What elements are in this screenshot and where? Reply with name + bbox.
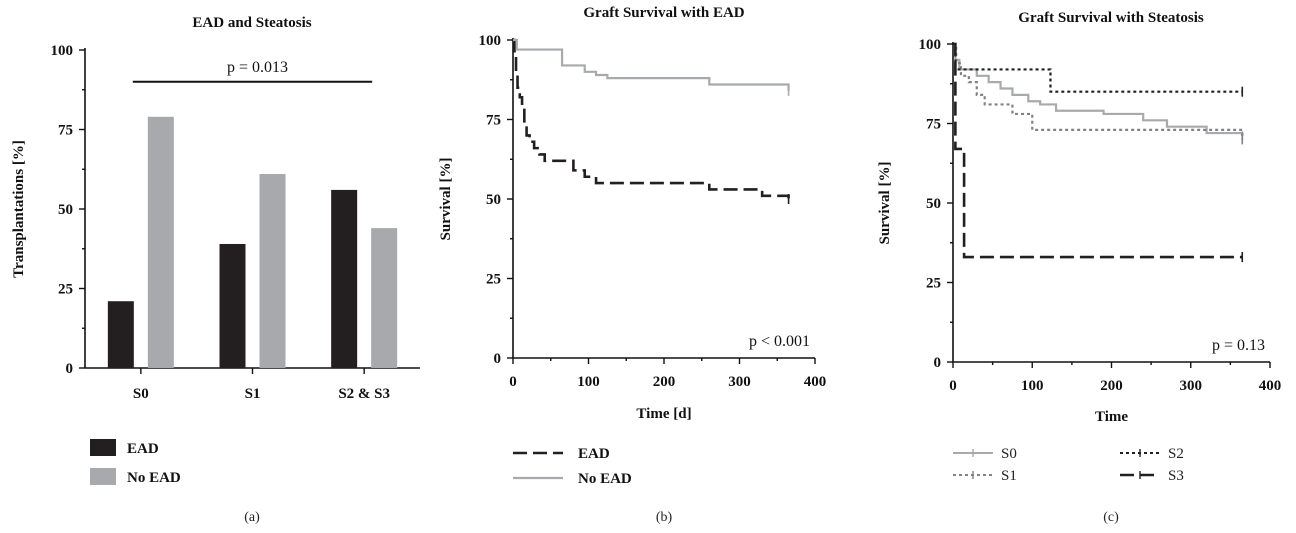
y-tick-label: 50 — [58, 202, 73, 218]
y-tick-label: 50 — [486, 192, 501, 208]
legend-swatch — [90, 439, 116, 456]
p-value-annotation: p < 0.001 — [749, 333, 810, 350]
y-tick-label: 75 — [58, 123, 73, 139]
x-tick-label: S2 & S3 — [338, 386, 390, 402]
chart-title: EAD and Steatosis — [192, 15, 311, 31]
y-axis-label: Survival [%] — [438, 158, 454, 241]
bar-ead — [107, 301, 134, 368]
y-tick-label: 25 — [926, 276, 941, 292]
legend-label: No EAD — [127, 470, 181, 486]
y-tick-label: 0 — [934, 355, 942, 371]
y-axis-label: Transplantations [%] — [11, 140, 27, 278]
y-tick-label: 25 — [58, 282, 73, 298]
p-value-annotation: p = 0.013 — [227, 59, 288, 76]
legend-label: EAD — [127, 441, 159, 457]
x-tick-label: 100 — [577, 374, 600, 390]
x-tick-label: 400 — [1259, 378, 1282, 394]
legend-label: S2 — [1168, 446, 1184, 462]
y-tick-label: 100 — [479, 33, 502, 49]
y-tick-label: 0 — [66, 361, 74, 377]
x-tick-label: S0 — [133, 386, 149, 402]
chart-title: Graft Survival with EAD — [583, 5, 744, 21]
series-line-ead — [513, 38, 790, 199]
y-tick-label: 50 — [926, 196, 941, 212]
y-tick-label: 100 — [51, 43, 74, 59]
p-value-annotation: p = 0.13 — [1212, 337, 1265, 354]
x-tick-label: 400 — [804, 374, 827, 390]
y-tick-label: 75 — [486, 113, 501, 129]
x-tick-label: 200 — [653, 374, 676, 390]
panel-label: (c) — [1103, 510, 1119, 525]
x-tick-label: 0 — [509, 374, 517, 390]
legend-label: S0 — [1001, 446, 1017, 462]
panel-label: (a) — [244, 510, 260, 525]
chart-title: Graft Survival with Steatosis — [1018, 10, 1204, 26]
series-line-s1 — [953, 42, 1244, 140]
legend-label: S1 — [1001, 468, 1017, 484]
bar-no-ead — [147, 116, 174, 368]
x-axis-label: Time [d] — [636, 406, 691, 422]
x-axis-label: Time — [1095, 409, 1128, 425]
bar-no-ead — [371, 228, 398, 368]
series-line-s2 — [953, 42, 1243, 93]
y-axis-label: Survival [%] — [877, 162, 893, 245]
legend-label: S3 — [1168, 468, 1184, 484]
chart-panel-2: Graft Survival with EAD Survival [%] 0 25 50… — [438, 5, 826, 525]
bar-no-ead — [259, 174, 286, 368]
y-tick-label: 25 — [486, 272, 501, 288]
x-tick-label: 100 — [1021, 378, 1044, 394]
chart-panel-1: EAD and Steatosis Transplantations [%] 0 25… — [11, 15, 420, 525]
panel-label: (b) — [656, 510, 673, 525]
y-tick-label: 100 — [919, 37, 942, 53]
series-line-s0 — [953, 42, 1244, 137]
y-tick-label: 0 — [494, 351, 502, 367]
y-tick-label: 75 — [926, 117, 941, 133]
chart-panel-3: Graft Survival with Steatosis Survival [%… — [877, 10, 1281, 525]
bar-ead — [219, 243, 246, 368]
series-line-no-ead — [513, 38, 790, 91]
x-tick-label: 300 — [728, 374, 751, 390]
bar-ead — [331, 189, 358, 368]
legend-label: EAD — [578, 446, 610, 462]
x-tick-label: 200 — [1100, 378, 1123, 394]
legend-swatch — [90, 468, 116, 485]
x-tick-label: 0 — [949, 378, 957, 394]
x-tick-label: S1 — [245, 386, 261, 402]
legend-label: No EAD — [578, 471, 632, 487]
series-line-s3 — [953, 42, 1243, 259]
x-tick-label: 300 — [1180, 378, 1203, 394]
